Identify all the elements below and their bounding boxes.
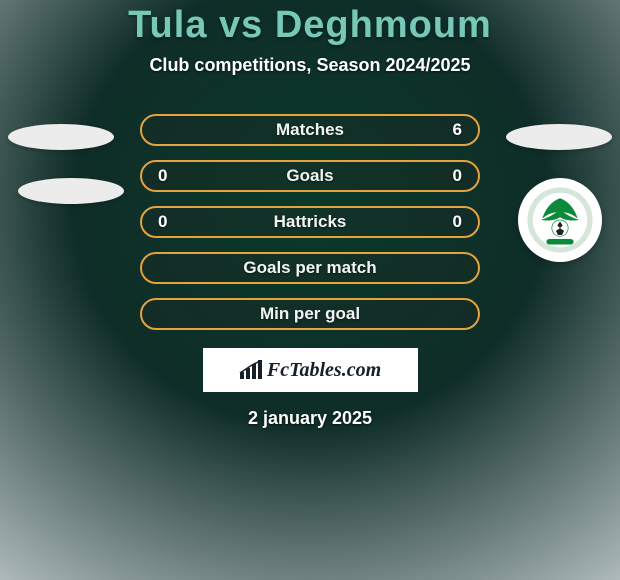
stat-row: Min per goal — [140, 298, 480, 330]
stat-right-value: 6 — [438, 120, 462, 140]
branding-text: FcTables.com — [267, 359, 381, 382]
stat-left-value: 0 — [158, 212, 182, 232]
player-right-club-logo — [518, 178, 602, 262]
stat-left-value: 0 — [158, 166, 182, 186]
comparison-subtitle: Club competitions, Season 2024/2025 — [149, 55, 470, 76]
stat-label: Goals per match — [182, 258, 438, 278]
club-crest-icon — [526, 186, 594, 254]
player-right-badge-placeholder — [506, 124, 612, 150]
date-label: 2 january 2025 — [248, 408, 372, 429]
stat-right-value: 0 — [438, 166, 462, 186]
stat-row: Goals per match — [140, 252, 480, 284]
stat-row: 0Hattricks0 — [140, 206, 480, 238]
bar-chart-icon — [239, 360, 263, 380]
player-left-badge-placeholder — [8, 124, 114, 150]
stat-row: 0Goals0 — [140, 160, 480, 192]
branding-box: FcTables.com — [203, 348, 418, 392]
stat-label: Hattricks — [182, 212, 438, 232]
stat-row: Matches6 — [140, 114, 480, 146]
stat-right-value: 0 — [438, 212, 462, 232]
player-left-club-placeholder — [18, 178, 124, 204]
stat-label: Min per goal — [182, 304, 438, 324]
stat-label: Matches — [182, 120, 438, 140]
stat-label: Goals — [182, 166, 438, 186]
comparison-title: Tula vs Deghmoum — [128, 4, 492, 47]
